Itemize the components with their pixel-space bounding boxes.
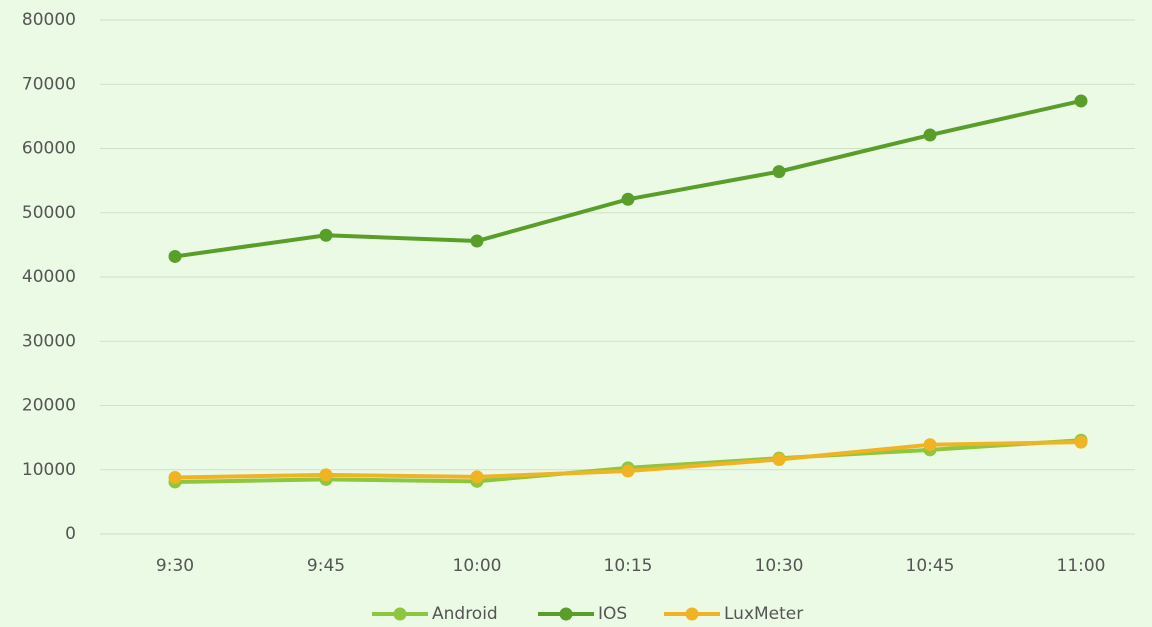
x-tick-label: 11:00	[1057, 556, 1106, 576]
data-point	[319, 228, 333, 242]
data-point	[621, 464, 635, 478]
y-tick-label: 80000	[22, 10, 76, 30]
data-point	[923, 438, 937, 452]
x-tick-label: 10:00	[453, 556, 502, 576]
x-tick-label: 9:45	[307, 556, 345, 576]
y-tick-label: 50000	[22, 203, 76, 223]
legend-label: Android	[432, 604, 498, 624]
data-point	[470, 234, 484, 248]
data-point	[470, 470, 484, 484]
y-tick-label: 10000	[22, 460, 76, 480]
data-point	[772, 452, 786, 466]
data-point	[319, 468, 333, 482]
x-tick-label: 9:30	[156, 556, 194, 576]
legend-label: LuxMeter	[724, 604, 803, 624]
y-tick-label: 60000	[22, 139, 76, 159]
x-tick-label: 10:30	[755, 556, 804, 576]
data-point	[1074, 435, 1088, 449]
y-tick-label: 20000	[22, 396, 76, 416]
legend-marker	[685, 607, 699, 621]
data-point	[923, 128, 937, 142]
y-tick-label: 0	[65, 524, 76, 544]
data-point	[168, 249, 182, 263]
legend-marker	[393, 607, 407, 621]
data-point	[772, 165, 786, 179]
y-tick-label: 40000	[22, 267, 76, 287]
data-point	[168, 470, 182, 484]
data-point	[1074, 94, 1088, 108]
x-tick-label: 10:15	[604, 556, 653, 576]
x-tick-label: 10:45	[906, 556, 955, 576]
legend-label: IOS	[598, 604, 627, 624]
y-tick-label: 70000	[22, 74, 76, 94]
y-tick-label: 30000	[22, 331, 76, 351]
data-point	[621, 192, 635, 206]
legend-marker	[559, 607, 573, 621]
